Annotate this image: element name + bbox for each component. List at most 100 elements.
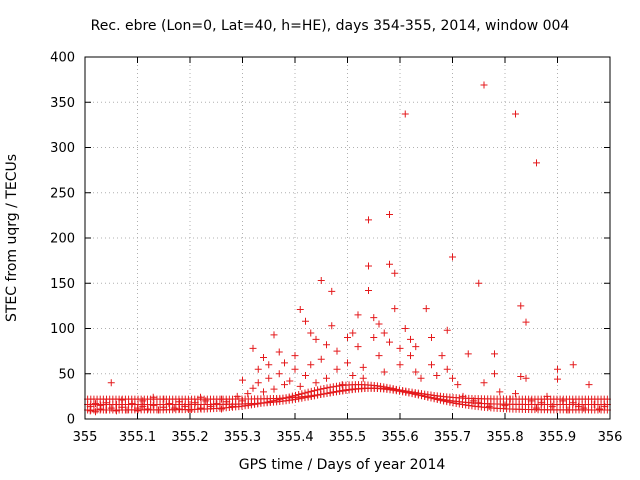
data-point: [323, 341, 330, 349]
data-point: [354, 343, 362, 351]
data-point: [228, 402, 236, 410]
x-tick-label: 355.1: [119, 430, 156, 445]
x-tick-label: 355.8: [486, 430, 523, 445]
data-point: [118, 396, 126, 404]
data-point: [564, 406, 572, 414]
data-point: [275, 348, 283, 356]
data-point: [522, 318, 530, 326]
data-point: [260, 388, 267, 396]
data-point: [326, 389, 334, 397]
x-tick-labels: 355 355.1 355.2 355.3 355.4 355.5 355.6 355.7 35…: [73, 430, 623, 445]
data-point: [202, 397, 210, 405]
data-point: [506, 395, 514, 403]
data-point: [244, 390, 252, 398]
data-point: [344, 359, 351, 367]
data-point: [223, 398, 231, 406]
data-point: [417, 374, 425, 382]
x-tick-label: 355.7: [434, 430, 471, 445]
data-point: [329, 388, 337, 396]
data-point: [328, 287, 336, 295]
data-point: [443, 365, 451, 373]
data-point: [559, 397, 567, 405]
data-point: [365, 262, 372, 270]
data-point: [307, 329, 315, 337]
data-point: [391, 305, 399, 313]
data-point: [254, 379, 262, 387]
data-point: [239, 376, 246, 384]
data-point: [554, 365, 561, 373]
data-point: [349, 329, 357, 337]
data-point: [296, 305, 304, 313]
data-point: [128, 400, 136, 408]
data-point: [412, 368, 420, 376]
data-point: [459, 392, 467, 400]
data-point: [548, 402, 556, 410]
data-point: [302, 372, 309, 380]
data-point: [302, 317, 309, 325]
data-point: [139, 402, 147, 410]
data-point: [149, 401, 157, 409]
data-point: [433, 372, 441, 380]
data-point: [170, 404, 178, 412]
x-tick-label: 355.3: [224, 430, 261, 445]
data-point: [97, 401, 105, 409]
data-point: [197, 393, 204, 401]
data-point: [275, 370, 283, 378]
data-point: [391, 269, 399, 277]
y-tick-label: 100: [50, 322, 75, 337]
data-point: [123, 406, 131, 414]
data-point: [365, 216, 372, 224]
data-point: [375, 352, 383, 360]
data-point: [491, 350, 498, 358]
y-tick-label: 250: [50, 186, 75, 201]
x-tick-label: 355.2: [171, 430, 208, 445]
data-point: [475, 399, 483, 407]
data-point: [107, 404, 115, 412]
x-tick-label: 355: [73, 430, 98, 445]
data-point: [401, 325, 409, 332]
data-point: [496, 388, 504, 396]
data-point: [207, 402, 215, 410]
data-point: [480, 379, 488, 387]
data-point: [317, 277, 325, 285]
x-tick-label: 355.5: [329, 430, 366, 445]
data-point: [160, 403, 168, 411]
data-point: [412, 343, 420, 351]
data-point: [328, 322, 336, 330]
data-point: [554, 375, 561, 383]
data-point: [590, 401, 598, 409]
data-point: [317, 355, 325, 363]
data-point: [212, 400, 220, 408]
y-tick-labels: 0 50 100 150 200 250 300 350 400: [50, 51, 75, 428]
data-point: [407, 352, 414, 360]
data-point: [92, 408, 99, 416]
axis-ticks: [84, 56, 611, 420]
data-point: [512, 110, 519, 118]
data-point: [454, 381, 462, 389]
data-point: [375, 320, 383, 328]
data-point: [281, 359, 288, 367]
data-point: [464, 350, 472, 358]
data-point: [354, 311, 362, 319]
data-point: [396, 344, 404, 352]
x-tick-label: 355.4: [276, 430, 313, 445]
data-point: [386, 260, 393, 268]
data-point: [569, 399, 577, 407]
x-tick-label: 355.9: [539, 430, 576, 445]
data-point: [428, 334, 435, 342]
data-point: [160, 395, 168, 403]
data-point: [312, 335, 320, 343]
data-point: [601, 402, 609, 410]
data-point: [296, 382, 304, 390]
data-point: [86, 402, 94, 410]
y-tick-label: 350: [50, 96, 75, 111]
data-point: [407, 335, 414, 343]
data-point: [291, 365, 299, 373]
data-point: [218, 405, 225, 413]
y-tick-label: 400: [50, 51, 75, 66]
data-point: [260, 353, 267, 361]
data-point: [233, 392, 241, 400]
data-point: [538, 399, 546, 407]
y-tick-label: 50: [58, 367, 75, 382]
